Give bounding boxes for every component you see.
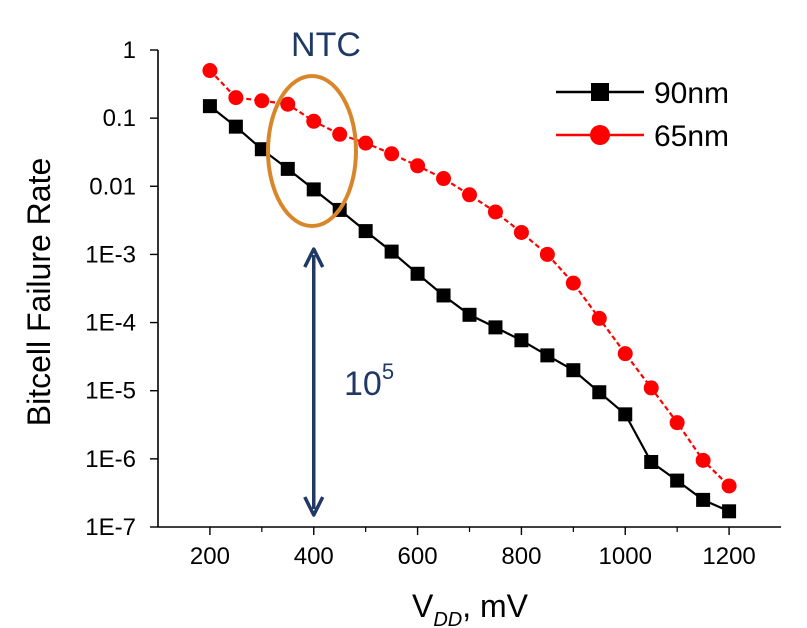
data-point-65nm bbox=[462, 187, 477, 203]
data-point-90nm bbox=[228, 119, 243, 134]
data-point-65nm bbox=[410, 158, 426, 174]
data-point-90nm bbox=[462, 307, 477, 322]
data-point-90nm bbox=[280, 161, 295, 176]
legend-marker-65nm bbox=[590, 125, 610, 145]
y-tick-label: 0.01 bbox=[89, 173, 136, 200]
data-point-65nm bbox=[384, 146, 400, 162]
ratio-arrow-head-up bbox=[303, 247, 325, 268]
y-tick-label: 1E-3 bbox=[85, 241, 136, 268]
data-point-90nm bbox=[202, 99, 217, 114]
legend-label-90nm: 90nm bbox=[654, 77, 729, 110]
ratio-label-base: 10 bbox=[344, 365, 382, 403]
ratio-label: 105 bbox=[344, 359, 394, 403]
x-axis-title-rest: , mV bbox=[462, 588, 528, 624]
x-axis-title-main: V bbox=[412, 588, 434, 624]
x-tick-label: 1000 bbox=[599, 543, 652, 570]
series-65nm bbox=[202, 63, 737, 494]
series-layer bbox=[202, 63, 737, 519]
y-tick-label: 1E-4 bbox=[85, 310, 136, 337]
ntc-ellipse bbox=[266, 74, 358, 228]
x-axis-title-sub: DD bbox=[433, 609, 462, 628]
data-point-65nm bbox=[332, 126, 348, 142]
x-tick-label: 400 bbox=[294, 543, 334, 570]
legend-label-65nm: 65nm bbox=[654, 120, 729, 153]
data-point-90nm bbox=[696, 492, 711, 507]
data-point-65nm bbox=[539, 246, 555, 262]
data-point-90nm bbox=[618, 407, 633, 422]
y-tick-label: 1E-7 bbox=[85, 514, 136, 541]
data-point-65nm bbox=[721, 478, 737, 494]
data-point-65nm bbox=[358, 135, 374, 151]
data-point-90nm bbox=[410, 266, 425, 281]
y-axis-title: Bitcell Failure Rate bbox=[21, 158, 57, 427]
data-point-90nm bbox=[566, 363, 581, 378]
data-point-65nm bbox=[669, 415, 685, 431]
legend-item-90nm: 90nm bbox=[556, 77, 729, 110]
data-point-65nm bbox=[306, 113, 322, 129]
data-point-65nm bbox=[617, 346, 633, 362]
data-point-90nm bbox=[436, 288, 451, 303]
data-point-90nm bbox=[592, 385, 607, 400]
data-point-65nm bbox=[436, 171, 452, 187]
x-tick-label: 200 bbox=[190, 543, 230, 570]
data-point-90nm bbox=[358, 224, 373, 239]
data-point-90nm bbox=[306, 182, 321, 197]
ntc-label: NTC bbox=[291, 26, 361, 64]
data-point-65nm bbox=[254, 93, 270, 109]
y-tick-label: 1E-5 bbox=[85, 378, 136, 405]
data-point-90nm bbox=[488, 320, 503, 335]
data-point-65nm bbox=[591, 310, 607, 326]
tick-labels: 200 400 600 800 1000 1200 1 0.1 0.01 1E-3 1E-4 1E-5… bbox=[85, 37, 755, 570]
x-tick-label: 600 bbox=[398, 543, 438, 570]
legend-item-65nm: 65nm bbox=[556, 120, 729, 153]
annotation-layer: NTC 105 bbox=[266, 26, 394, 517]
data-point-90nm bbox=[514, 333, 529, 348]
data-point-90nm bbox=[254, 142, 269, 157]
data-point-65nm bbox=[513, 224, 529, 240]
data-point-90nm bbox=[384, 244, 399, 259]
data-point-90nm bbox=[540, 348, 555, 363]
data-point-90nm bbox=[670, 473, 685, 488]
x-tick-label: 800 bbox=[501, 543, 541, 570]
y-tick-label: 0.1 bbox=[103, 105, 136, 132]
data-point-65nm bbox=[228, 90, 244, 106]
series-90nm bbox=[202, 99, 737, 519]
data-point-90nm bbox=[722, 504, 737, 519]
ratio-arrow-head-down bbox=[303, 496, 325, 517]
x-axis-title: VDD, mV bbox=[412, 588, 529, 628]
y-tick-label: 1E-6 bbox=[85, 446, 136, 473]
tick-marks bbox=[150, 49, 730, 535]
data-point-90nm bbox=[644, 454, 659, 469]
data-point-65nm bbox=[643, 380, 659, 396]
x-tick-label: 1200 bbox=[702, 543, 755, 570]
data-point-65nm bbox=[487, 204, 503, 220]
series-line-65nm bbox=[209, 69, 730, 487]
data-point-65nm bbox=[695, 452, 711, 468]
y-tick-label: 1 bbox=[123, 37, 136, 64]
ratio-label-exp: 5 bbox=[382, 359, 394, 384]
legend: 90nm 65nm bbox=[556, 77, 729, 153]
data-point-65nm bbox=[202, 63, 218, 79]
data-point-65nm bbox=[565, 275, 581, 291]
data-point-65nm bbox=[280, 96, 296, 112]
legend-marker-90nm bbox=[591, 83, 609, 101]
